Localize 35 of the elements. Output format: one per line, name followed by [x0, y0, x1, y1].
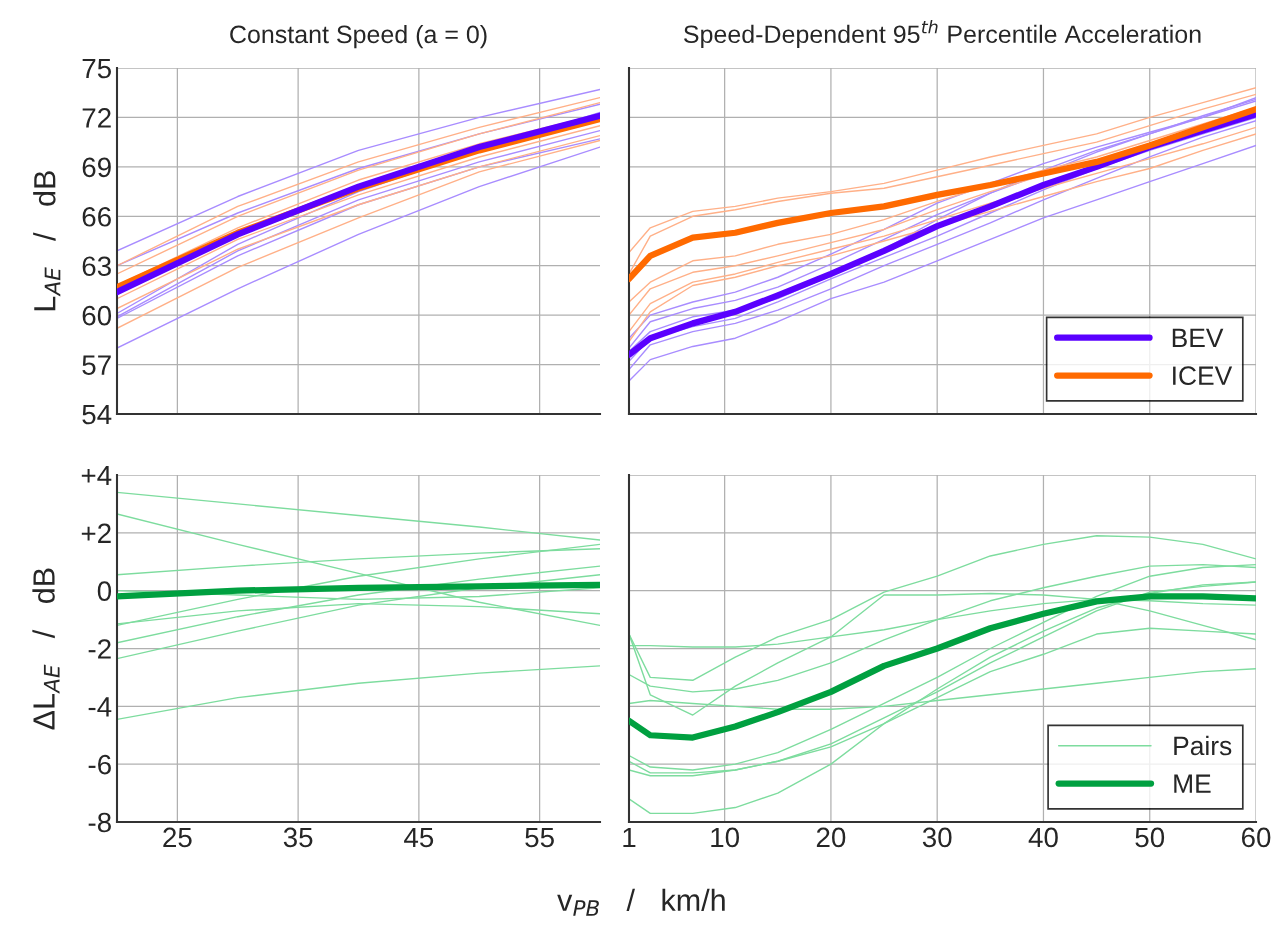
chart-title: Constant Speed (a = 0): [230, 24, 487, 49]
x-tick-label: 50: [1135, 827, 1165, 848]
x-tick-label: 30: [922, 827, 952, 848]
y-tick-label: 69: [82, 157, 111, 178]
y-tick-label: 54: [82, 404, 112, 425]
x-tick-label: 1: [623, 827, 636, 847]
x-tick-label: 60: [1241, 827, 1271, 848]
chart-title: Speed-Dependent 95$^{th}$ Percentile Acceleration: [684, 20, 1201, 49]
x-tick-label: 40: [1028, 827, 1058, 848]
y-tick-label: -2: [88, 639, 111, 659]
y-tick-label: 66: [82, 206, 111, 227]
y-tick-label: -8: [88, 812, 111, 833]
legend-label: Pairs: [1174, 735, 1232, 756]
y-tick-label: +2: [81, 523, 111, 543]
x-tick-label: 35: [283, 827, 313, 848]
text: ΔL$_{AE}$ / dB: [32, 568, 60, 730]
y-tick-label: 63: [82, 256, 111, 277]
x-tick-label: 20: [816, 827, 846, 848]
legend-label: ICEV: [1173, 366, 1233, 386]
y-tick-label: 60: [82, 305, 112, 326]
y-tick-label: -6: [88, 754, 111, 775]
x-tick-label: 45: [404, 827, 434, 848]
text: L$_{AE}$ / dB: [33, 171, 61, 311]
y-tick-label: -4: [88, 697, 112, 717]
legend-label: ME: [1174, 774, 1211, 793]
y-tick-label: 0: [97, 581, 112, 602]
text: v$_{PB}$ / km/h: [557, 888, 725, 916]
y-tick-label: 72: [82, 108, 111, 128]
y-tick-label: 57: [82, 355, 111, 375]
x-tick-label: 25: [163, 827, 192, 848]
legend-label: BEV: [1172, 328, 1224, 347]
y-tick-label: 75: [82, 58, 111, 79]
x-tick-label: 55: [525, 827, 554, 848]
x-tick-label: 10: [711, 827, 740, 848]
y-tick-label: +4: [81, 465, 112, 486]
